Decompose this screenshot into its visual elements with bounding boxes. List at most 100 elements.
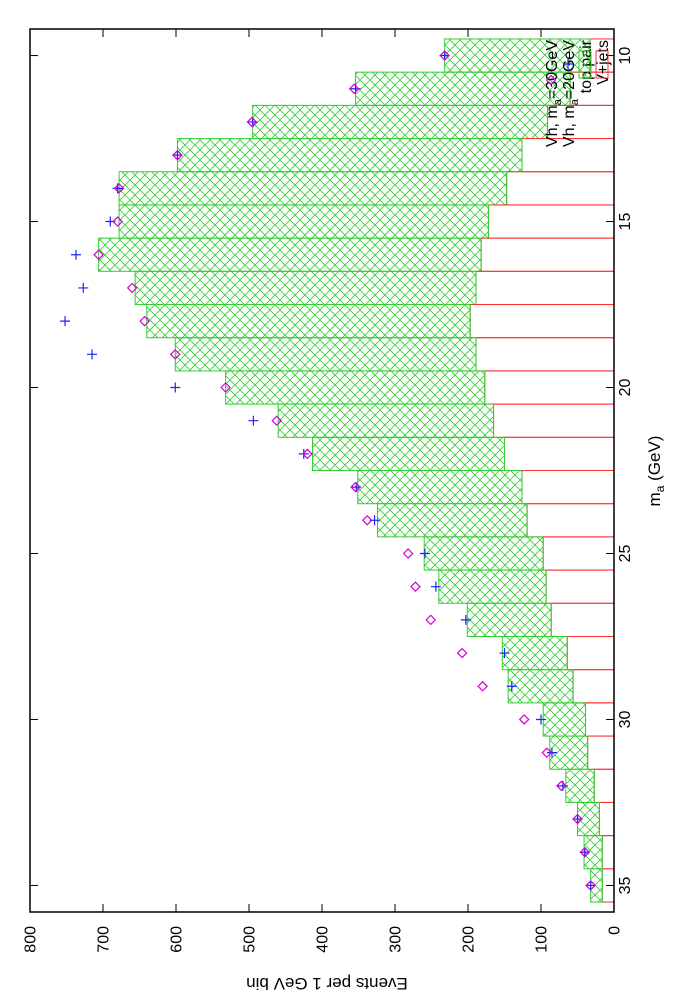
point-vh-30gev [477,680,488,692]
point-vh-20gev [460,614,471,625]
point-vh-30gev [556,780,567,792]
point-vh-30gev [425,614,437,626]
point-vh-20gev [506,681,517,692]
point-vh-30gev [402,548,414,559]
bar-top-pair [501,635,568,671]
point-vh-20gev [572,814,583,825]
legend-label: Vh, ma=30GeV [544,40,564,147]
legend-swatch-vh-20gev [563,59,573,69]
bar-top-pair [98,237,482,272]
bar-top-pair [176,138,523,173]
point-vh-30gev [271,415,283,427]
y-tick-label: 400 [315,926,332,953]
point-vh-20gev [298,448,309,459]
bar-top-pair [225,370,486,405]
point-vh-30gev [579,846,591,858]
bar-top-pair [252,104,549,140]
legend-swatch-vjets [595,50,609,79]
y-tick-label: 800 [23,926,40,953]
bar-vjets [550,602,615,637]
bar-vjets [572,669,615,704]
bar-top-pair [438,569,547,604]
bar-vjets [526,503,615,538]
point-vh-20gev [60,316,71,327]
point-vh-30gev [172,149,183,161]
bar-vjets [545,569,615,604]
histogram-bars [98,38,615,903]
legend-swatch-top-pair [578,50,592,79]
point-vh-30gev [348,83,360,95]
bar-top-pair [277,403,495,438]
bar-top-pair [174,337,477,372]
y-tick-label: 200 [461,926,478,953]
legend-label: Vh, ma=20GeV [561,40,581,147]
point-vh-30gev [126,282,138,294]
bar-vjets [475,270,615,306]
point-vh-20gev [248,415,259,426]
point-vh-30gev [361,514,373,526]
point-vh-30gev [112,216,123,227]
point-vh-30gev [585,880,596,891]
point-vh-30gev [410,581,421,593]
bar-top-pair [565,768,595,803]
bar-top-pair [542,702,587,737]
bar-vjets [601,835,615,870]
axis-ticks [29,29,615,912]
bar-vjets [598,801,615,837]
bar-vjets [566,635,615,671]
x-tick-label: 20 [617,379,634,397]
point-vh-20gev [172,150,183,161]
point-vh-30gev [93,249,104,261]
point-vh-30gev [113,182,125,194]
point-vh-20gev [78,282,89,293]
point-vh-30gev [456,647,468,659]
point-vh-30gev [302,448,313,460]
bar-vjets [480,237,615,272]
bar-top-pair [423,536,544,571]
point-vh-30gev [169,348,181,360]
point-vh-30gev [541,747,553,759]
bar-top-pair [355,71,571,106]
point-vh-20gev [70,249,81,260]
bar-top-pair [118,204,489,239]
bar-vjets [469,304,615,339]
tick-labels: 10 15 20 25 30 35 0 100 200 300 400 500 600 700 800 [23,47,634,953]
bar-vjets [506,171,615,206]
point-vh-30gev [350,481,361,493]
y-tick-label: 300 [388,926,405,953]
bar-vjets [475,337,615,372]
bar-top-pair [357,470,523,505]
bar-top-pair [466,602,552,637]
point-vh-20gev [87,349,98,360]
bar-top-pair [312,436,506,471]
point-vh-20gev [499,648,510,659]
y-axis-title: Events per 1 GeV bin [246,974,408,993]
y-tick-label: 600 [169,926,186,953]
point-vh-20gev [170,382,181,393]
point-vh-30gev [439,50,450,61]
point-vh-20gev [585,880,596,891]
y-tick-label: 100 [534,926,551,953]
point-vh-30gev [518,714,530,725]
bar-top-pair [134,270,477,306]
bar-top-pair [507,669,574,704]
bar-vjets [587,735,615,770]
x-tick-label: 35 [617,876,634,894]
bar-top-pair [146,304,471,339]
y-tick-label: 0 [607,926,624,935]
bar-vjets [484,370,615,405]
y-tick-label: 500 [242,926,259,953]
x-tick-label: 10 [617,47,634,65]
point-vh-20gev [579,847,590,858]
bar-vjets [493,403,615,438]
bar-top-pair [118,171,508,206]
point-vh-30gev [572,813,583,825]
point-vh-30gev [220,382,231,393]
point-vh-20gev [419,548,430,559]
x-tick-label: 15 [617,213,634,231]
legend-swatch-vh-30gev [545,74,557,86]
bar-top-pair [376,503,528,538]
point-vh-30gev [246,116,258,128]
bar-vjets [521,470,615,505]
